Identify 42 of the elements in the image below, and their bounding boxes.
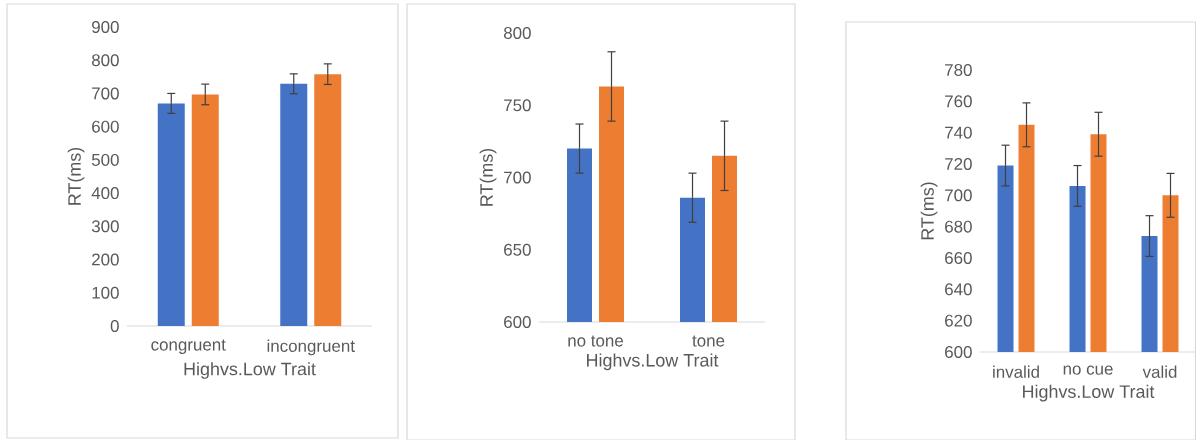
- y-tick-label: 600: [92, 120, 119, 133]
- x-tick-label: incongruent: [267, 339, 355, 356]
- y-tick-label: 400: [91, 187, 119, 200]
- y-tick-label: 620: [945, 314, 972, 327]
- y-tick-label: 650: [504, 243, 531, 256]
- y-tick-label: 300: [91, 220, 119, 233]
- y-axis-title: RT(ms): [920, 182, 938, 240]
- y-axis-title: RT(ms): [479, 148, 497, 206]
- y-tick-label: 700: [504, 171, 531, 184]
- y-tick-label: 200: [92, 253, 119, 266]
- x-tick-label: valid: [1142, 365, 1177, 378]
- y-tick-label: 780: [945, 63, 972, 76]
- y-tick-label: 760: [945, 95, 972, 108]
- y-tick-label: 640: [945, 283, 972, 296]
- y-tick-label: 680: [945, 220, 972, 233]
- bar: [191, 94, 219, 326]
- y-tick-label: 100: [92, 286, 119, 299]
- y-tick-label: 700: [945, 189, 972, 202]
- y-tick-label: 740: [945, 126, 972, 139]
- x-axis-title: Highvs.Low Trait: [184, 362, 316, 379]
- y-tick-label: 600: [504, 315, 531, 328]
- y-tick-label: 700: [92, 87, 119, 100]
- y-tick-label: 720: [945, 157, 972, 170]
- x-tick-label: no tone: [568, 335, 623, 347]
- x-tick-label: invalid: [993, 365, 1039, 378]
- y-tick-label: 900: [92, 20, 119, 33]
- y-tick-label: 800: [503, 26, 531, 39]
- y-tick-label: 500: [91, 153, 119, 166]
- x-tick-label: tone: [692, 335, 725, 347]
- y-tick-label: 600: [945, 345, 972, 358]
- y-tick-label: 0: [110, 319, 119, 332]
- y-tick-label: 800: [91, 54, 119, 67]
- x-tick-label: no cue: [1063, 365, 1113, 375]
- x-axis-title: Highvs.Low Trait: [1023, 384, 1155, 402]
- bar: [157, 103, 185, 326]
- y-tick-label: 750: [504, 99, 531, 112]
- bar: [314, 74, 342, 326]
- bar: [280, 83, 308, 326]
- x-tick-label: congruent: [151, 339, 226, 354]
- y-axis-title: RT(ms): [67, 147, 85, 205]
- y-tick-label: 660: [945, 251, 972, 264]
- x-axis-title: Highvs.Low Trait: [587, 353, 719, 371]
